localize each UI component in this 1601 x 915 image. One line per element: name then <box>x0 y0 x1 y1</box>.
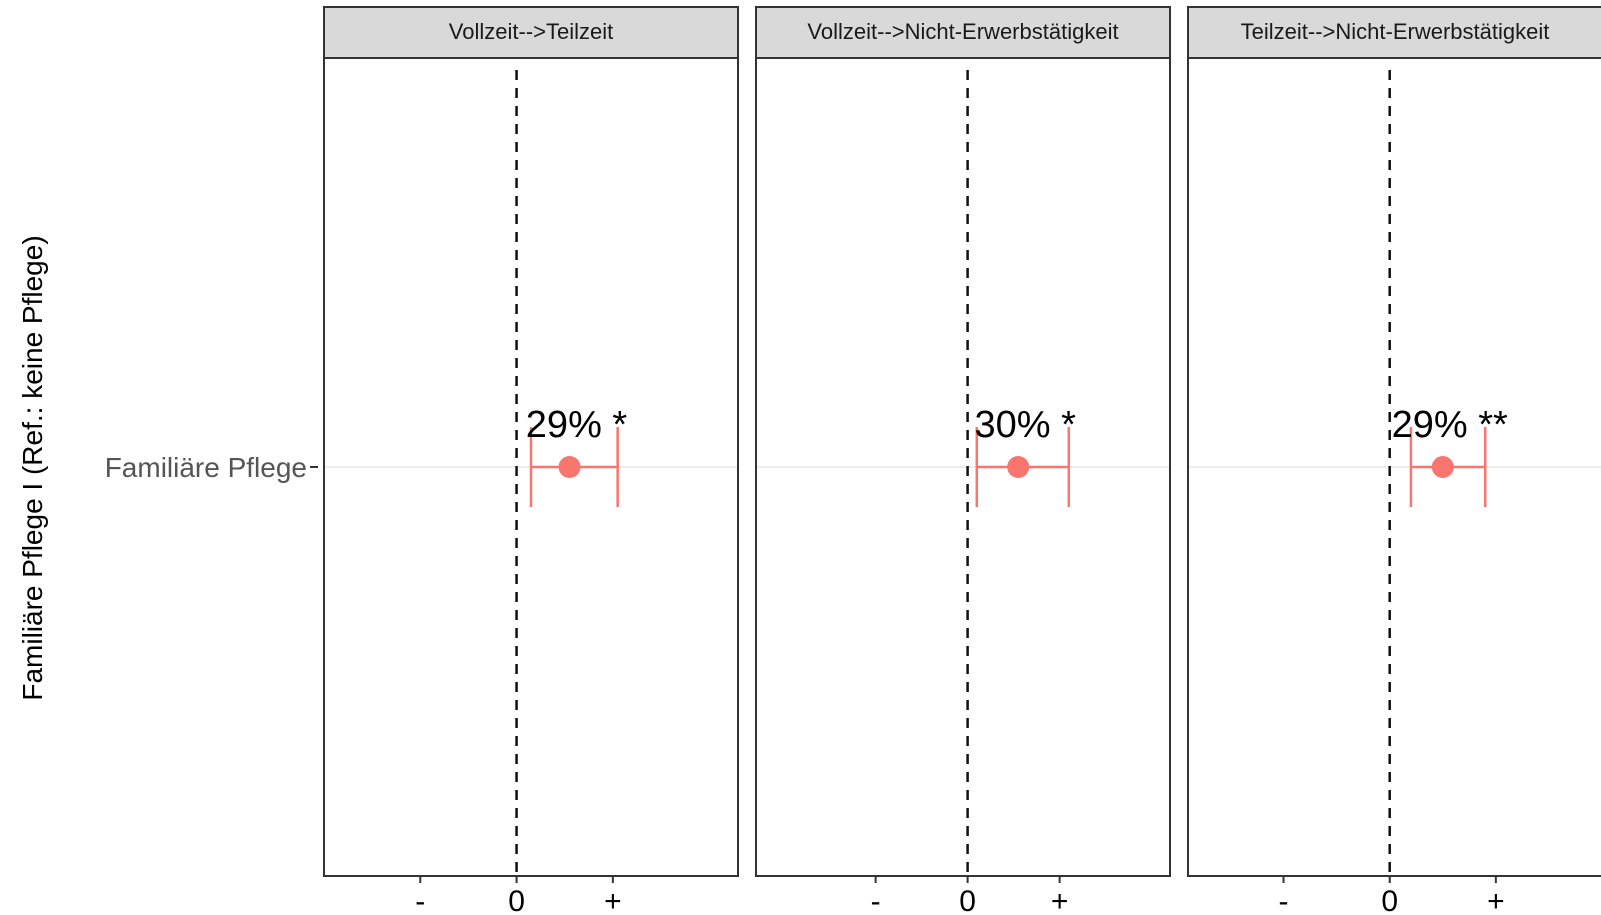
x-tick-label: - <box>1279 885 1289 915</box>
facet-strip-label: Vollzeit-->Teilzeit <box>449 19 613 44</box>
x-tick-label: - <box>415 885 425 915</box>
x-tick-label: + <box>604 885 622 915</box>
point-estimate-label: 30% * <box>974 404 1076 446</box>
x-tick-label: + <box>1487 885 1505 915</box>
facet-strip-label: Vollzeit-->Nicht-Erwerbstätigkeit <box>807 19 1118 44</box>
point-estimate <box>1007 456 1030 478</box>
y-tick-label: Familiäre Pflege <box>105 452 307 483</box>
facet-panel: Vollzeit-->Nicht-Erwerbstätigkeit 30% * - 0… <box>755 6 1171 915</box>
point-estimate-label: 29% * <box>526 404 628 446</box>
x-tick-label: 0 <box>959 885 976 915</box>
point-estimate-label: 29% ** <box>1392 404 1508 446</box>
point-estimate <box>1431 456 1454 478</box>
x-tick-label: 0 <box>1381 885 1398 915</box>
x-tick-label: - <box>871 885 881 915</box>
x-tick-label: 0 <box>508 885 525 915</box>
point-estimate <box>558 456 581 478</box>
facet-panels: Familiäre Pflege Vollzeit-->Teilzeit 29% *… <box>105 6 1601 915</box>
y-axis-label: Familiäre Pflege I (Ref.: keine Pflege) <box>17 235 48 700</box>
facet-strip-label: Teilzeit-->Nicht-Erwerbstätigkeit <box>1241 19 1550 44</box>
facet-strip <box>1187 6 1601 59</box>
facet-panel: Vollzeit-->Teilzeit 29% * - 0 + <box>323 6 739 915</box>
facet-panel: Teilzeit-->Nicht-Erwerbstätigkeit 29% ** -… <box>1187 6 1601 915</box>
x-tick-label: + <box>1051 885 1069 915</box>
